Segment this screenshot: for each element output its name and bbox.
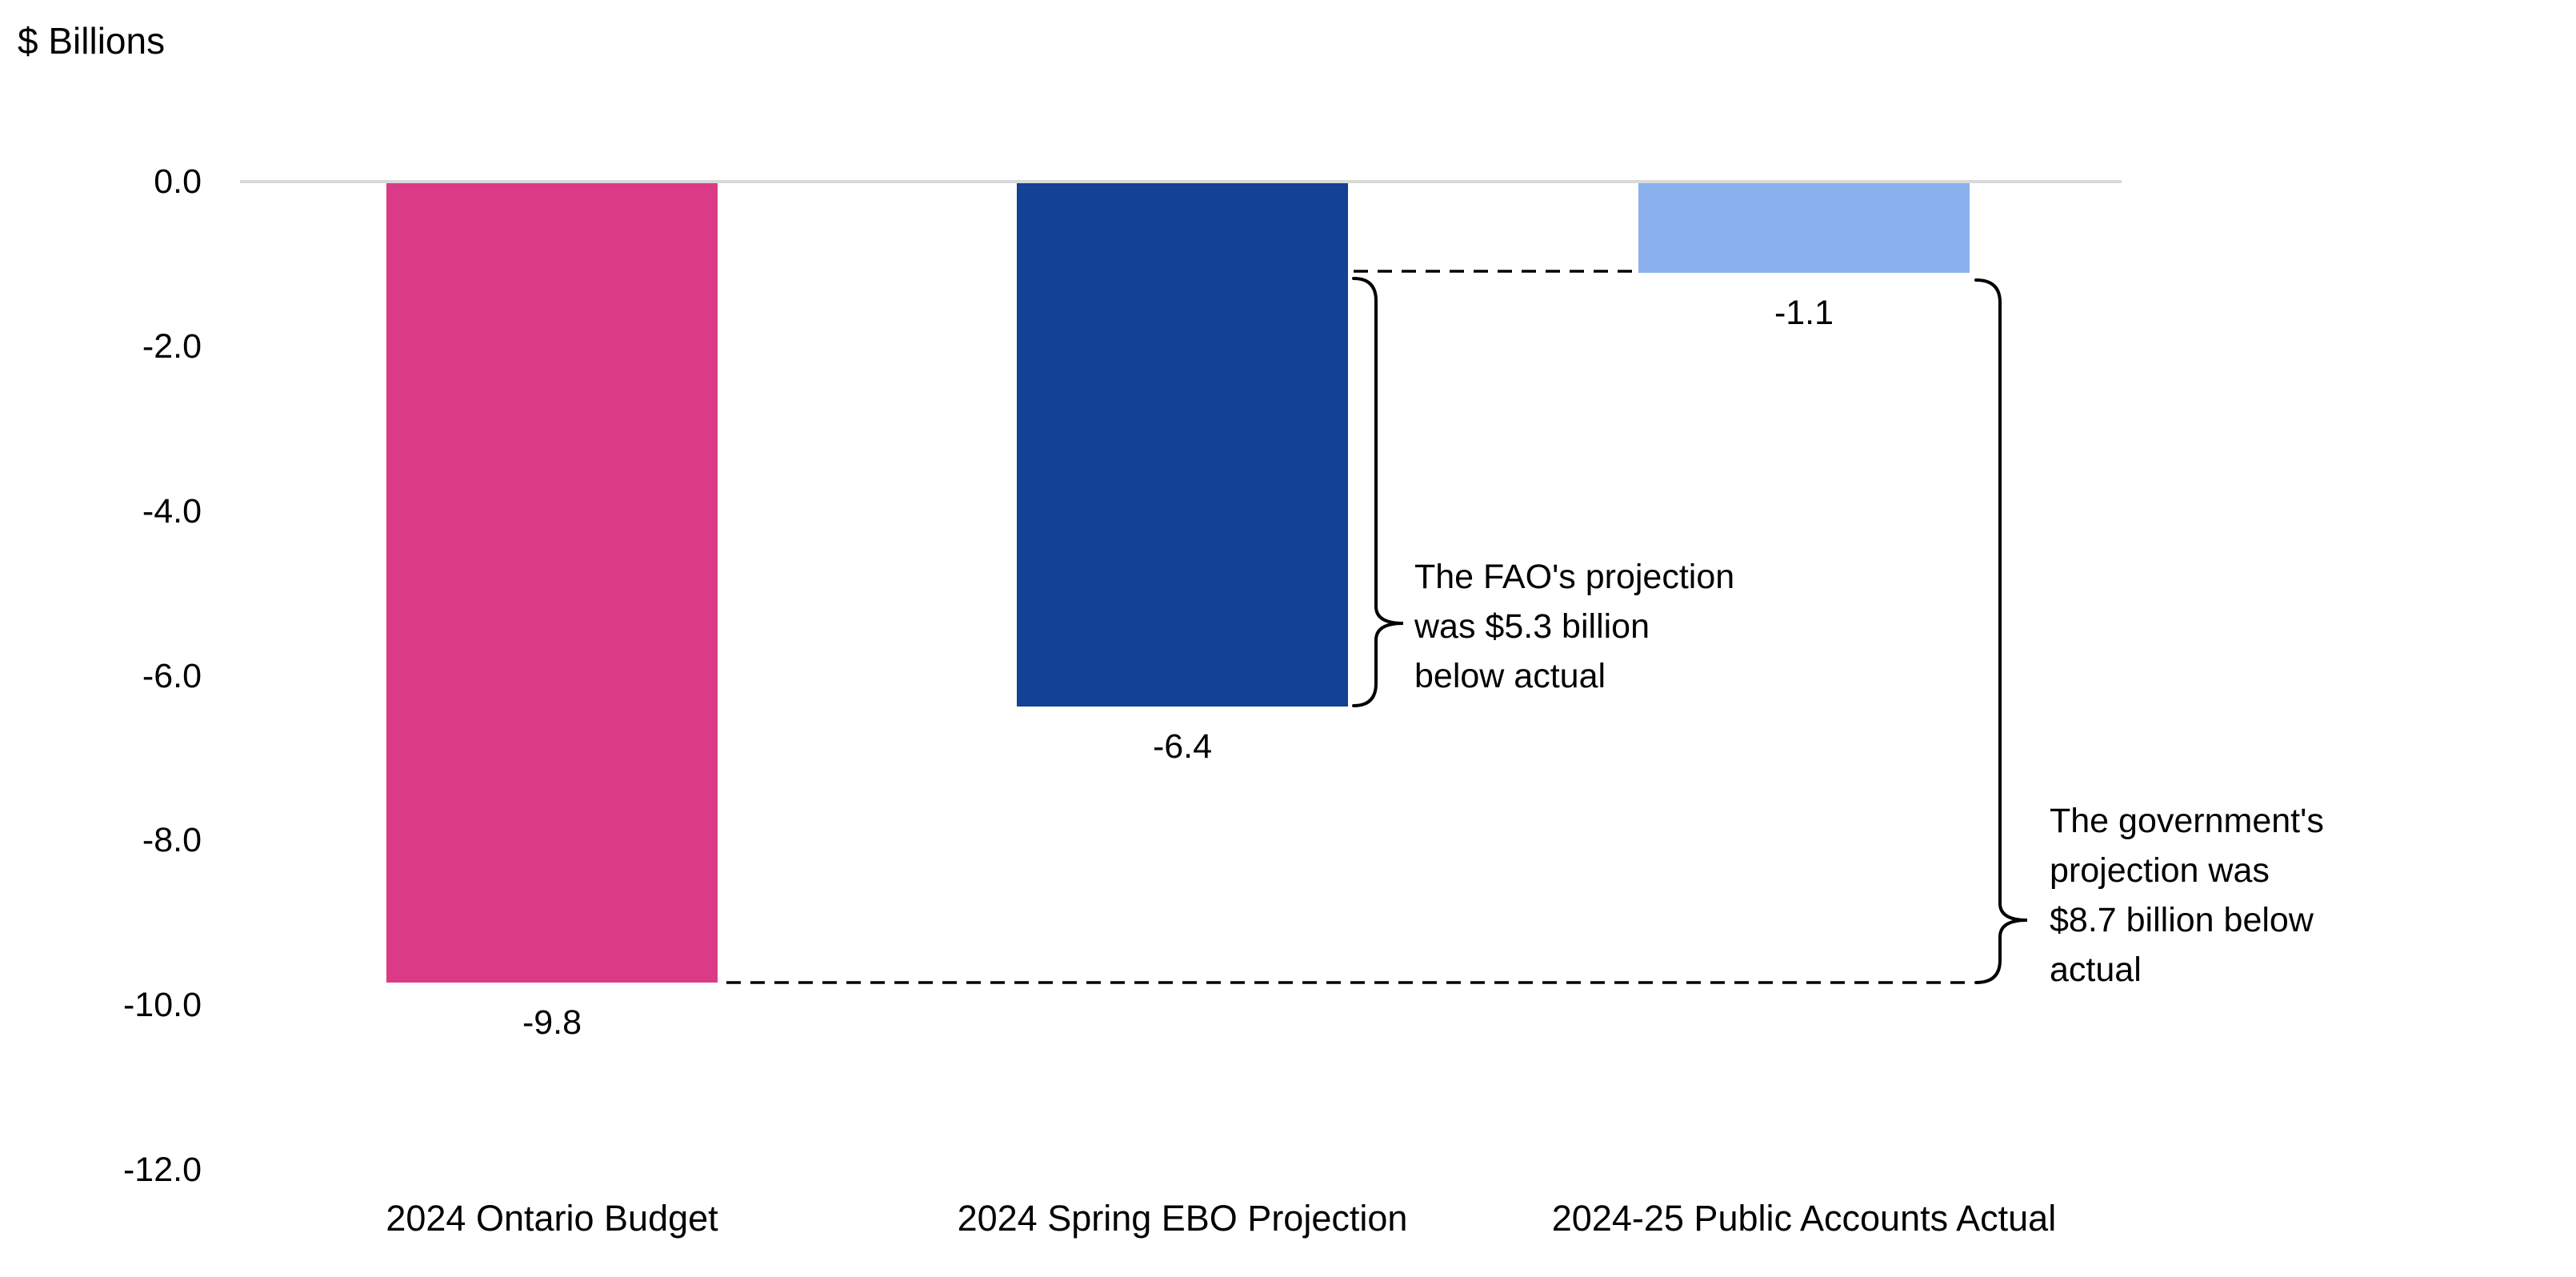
- fao-annotation-line: was $5.3 billion: [1414, 607, 1650, 646]
- bar-2024-spring-ebo-projection: [1017, 183, 1348, 707]
- bar-value-label-actual: -1.1: [1774, 294, 1834, 332]
- bar-value-label-ebo: -6.4: [1152, 727, 1213, 766]
- government-difference-bracket: [1974, 278, 2028, 984]
- government-annotation: The government's projection was $8.7 bil…: [2050, 796, 2324, 995]
- y-axis-tick-12: -12.0: [122, 1151, 202, 1189]
- y-axis-tick-10: -10.0: [122, 986, 202, 1024]
- fao-annotation-line: The FAO's projection: [1414, 558, 1735, 596]
- government-annotation-line: actual: [2050, 951, 2142, 989]
- fao-annotation-line: below actual: [1414, 657, 1606, 695]
- y-axis-tick-0: 0.0: [154, 162, 202, 201]
- y-axis-tick-8: -8.0: [142, 821, 202, 859]
- fao-annotation: The FAO's projection was $5.3 billion be…: [1414, 552, 1734, 701]
- bar-2024-25-public-accounts-actual: [1638, 183, 1970, 273]
- y-axis-tick-6: -6.0: [142, 657, 202, 695]
- y-axis-tick-4: -4.0: [142, 492, 202, 530]
- bar-value-label-budget: -9.8: [522, 1003, 582, 1042]
- y-axis-tick-2: -2.0: [142, 327, 202, 366]
- government-annotation-line: projection was: [2050, 851, 2270, 890]
- x-axis-label-budget: 2024 Ontario Budget: [386, 1198, 718, 1239]
- axis-units-label: $ Billions: [18, 20, 166, 62]
- x-axis-label-actual: 2024-25 Public Accounts Actual: [1551, 1198, 2057, 1239]
- zero-gridline: [240, 180, 2122, 183]
- bar-2024-ontario-budget: [386, 183, 718, 983]
- x-axis-label-ebo: 2024 Spring EBO Projection: [957, 1198, 1408, 1239]
- government-annotation-line: $8.7 billion below: [2050, 901, 2314, 939]
- fao-difference-bracket: [1352, 277, 1404, 707]
- government-annotation-line: The government's: [2050, 802, 2324, 840]
